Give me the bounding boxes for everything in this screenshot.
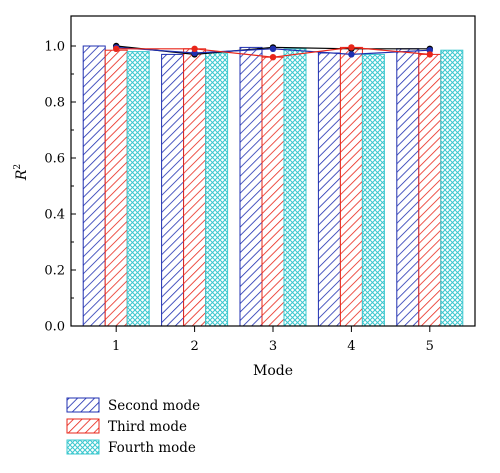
bar-second-mode-mode-4 [317, 52, 341, 327]
y-axis-title-superscript: 2 [13, 164, 23, 170]
x-tick-label-4: 4 [347, 339, 355, 354]
y-tick-label-0.2: 0.2 [44, 264, 65, 279]
marker-point-3-4 [348, 44, 355, 51]
bar-fourth-mode-mode-2 [205, 52, 229, 327]
y-tick-label-0.0: 0.0 [44, 320, 65, 335]
x-tick-label-1: 1 [112, 339, 120, 354]
bar-second-mode-mode-3 [239, 46, 263, 327]
x-axis-title: Mode [253, 363, 293, 379]
y-tick-label-0.4: 0.4 [44, 208, 65, 223]
marker-point-2-4 [348, 51, 355, 58]
marker-point-3-2 [191, 45, 198, 52]
legend-swatch-fourth-mode [66, 439, 100, 455]
bar-third-mode-mode-4 [339, 46, 363, 327]
y-tick-label-0.8: 0.8 [44, 96, 65, 111]
y-axis-title-main: R [14, 169, 30, 181]
legend-label-second-mode: Second mode [108, 398, 200, 414]
bar-third-mode-mode-5 [418, 53, 442, 327]
bar-third-mode-mode-3 [261, 56, 285, 327]
x-tick-label-2: 2 [190, 339, 198, 354]
bar-third-mode-mode-2 [183, 48, 207, 327]
y-tick-label-0.6: 0.6 [44, 152, 65, 167]
x-tick-label-3: 3 [269, 339, 277, 354]
x-tick-label-5: 5 [426, 339, 434, 354]
bar-second-mode-mode-2 [161, 53, 185, 327]
y-axis: 0.0 0.2 0.4 0.6 0.8 1.0 [44, 40, 76, 335]
y-tick-label-1.0: 1.0 [44, 40, 65, 55]
marker-point-3-1 [113, 45, 120, 52]
bar-third-mode-mode-1 [104, 49, 128, 327]
bars-layer [82, 45, 464, 327]
x-axis: 1 2 3 4 5 [112, 326, 434, 354]
bar-second-mode-mode-1 [82, 45, 106, 327]
y-axis-title: R2 [13, 164, 30, 181]
marker-point-3-3 [269, 54, 277, 61]
legend-label-third-mode: Third mode [108, 419, 187, 435]
legend-label-fourth-mode: Fourth mode [108, 440, 196, 456]
marker-point-3-5 [426, 51, 433, 58]
marker-lines-layer [113, 42, 433, 61]
bar-second-mode-mode-5 [396, 48, 420, 327]
bar-fourth-mode-mode-1 [126, 51, 150, 327]
legend: Second mode Third mode Fourth mode [66, 397, 200, 456]
bar-fourth-mode-mode-3 [283, 48, 307, 327]
legend-swatch-second-mode [66, 397, 100, 413]
bar-fourth-mode-mode-5 [440, 49, 464, 327]
marker-point-2-3 [269, 45, 277, 52]
legend-swatch-third-mode [66, 418, 100, 434]
bar-fourth-mode-mode-4 [361, 53, 385, 327]
